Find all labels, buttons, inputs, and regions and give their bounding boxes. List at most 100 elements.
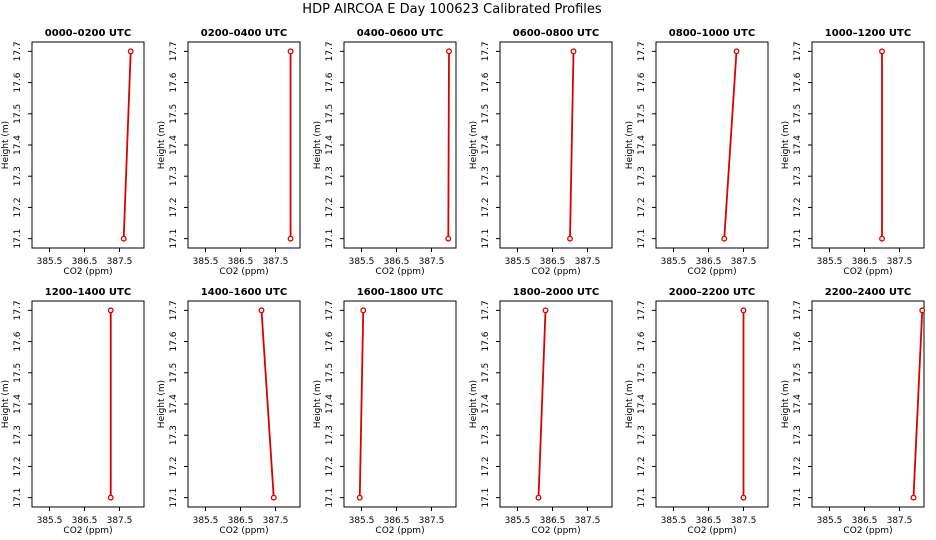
y-axis-label: Height (m) <box>157 380 167 428</box>
y-tick-label: 17.4 <box>325 135 335 155</box>
y-tick-label: 17.6 <box>637 72 647 92</box>
y-tick-label: 17.3 <box>13 425 23 445</box>
x-axis-label: CO2 (ppm) <box>687 267 736 277</box>
y-tick-label: 17.5 <box>13 104 23 124</box>
y-tick-label: 17.3 <box>793 166 803 186</box>
y-tick-label: 17.2 <box>793 197 803 217</box>
y-tick-label: 17.3 <box>637 425 647 445</box>
y-tick-label: 17.6 <box>793 331 803 351</box>
y-tick-label: 17.3 <box>169 166 179 186</box>
panel-title: 1000–1200 UTC <box>825 28 911 39</box>
y-tick-label: 17.2 <box>325 197 335 217</box>
data-point <box>287 48 294 55</box>
y-tick-label: 17.7 <box>325 300 335 320</box>
y-tick-label: 17.2 <box>481 456 491 476</box>
data-point <box>258 307 265 314</box>
x-tick-label: 387.5 <box>887 516 913 526</box>
data-point <box>879 48 885 55</box>
data-point <box>127 48 134 55</box>
x-tick-label: 386.5 <box>228 257 254 267</box>
x-axis-label: CO2 (ppm) <box>219 526 268 536</box>
plot-frame <box>499 41 613 249</box>
y-tick-label: 17.2 <box>13 197 23 217</box>
plot-frame <box>655 300 769 508</box>
x-axis-label: CO2 (ppm) <box>843 267 892 277</box>
data-point <box>919 307 926 314</box>
y-axis-label: Height (m) <box>469 380 479 428</box>
x-tick-label: 386.5 <box>384 257 410 267</box>
x-tick-label: 385.5 <box>817 516 843 526</box>
y-tick-label: 17.5 <box>481 363 491 383</box>
x-tick-label: 386.5 <box>72 516 98 526</box>
panel-title: 2000–2200 UTC <box>669 287 755 298</box>
y-axis-label: Height (m) <box>313 121 323 169</box>
y-tick-label: 17.6 <box>325 72 335 92</box>
y-axis-label: Height (m) <box>625 121 635 169</box>
x-tick-label: 385.5 <box>505 257 531 267</box>
x-tick-label: 385.5 <box>349 516 375 526</box>
data-point <box>740 307 747 314</box>
profile-line <box>260 310 275 498</box>
y-tick-label: 17.4 <box>169 394 179 414</box>
y-tick-label: 17.5 <box>13 363 23 383</box>
data-point <box>446 48 452 55</box>
y-axis-label: Height (m) <box>1 121 11 169</box>
y-tick-label: 17.1 <box>793 488 803 508</box>
y-tick-label: 17.5 <box>169 104 179 124</box>
y-tick-label: 17.2 <box>637 456 647 476</box>
y-tick-label: 17.7 <box>13 300 23 320</box>
y-tick-label: 17.3 <box>793 425 803 445</box>
y-tick-label: 17.1 <box>325 229 335 249</box>
y-tick-label: 17.6 <box>481 72 491 92</box>
y-tick-label: 17.7 <box>637 41 647 61</box>
y-tick-label: 17.6 <box>325 331 335 351</box>
x-tick-label: 386.5 <box>228 516 254 526</box>
x-axis-label: CO2 (ppm) <box>687 526 736 536</box>
x-tick-label: 386.5 <box>696 516 722 526</box>
x-tick-label: 385.5 <box>37 516 63 526</box>
y-tick-label: 17.5 <box>637 104 647 124</box>
x-tick-label: 387.5 <box>263 516 289 526</box>
y-tick-label: 17.4 <box>793 135 803 155</box>
x-tick-label: 385.5 <box>37 257 63 267</box>
y-tick-label: 17.2 <box>481 197 491 217</box>
data-point <box>542 307 549 314</box>
y-tick-label: 17.4 <box>481 135 491 155</box>
x-tick-label: 387.5 <box>419 257 445 267</box>
x-axis-label: CO2 (ppm) <box>63 267 112 277</box>
y-tick-label: 17.5 <box>481 104 491 124</box>
y-axis-label: Height (m) <box>157 121 167 169</box>
y-axis-label: Height (m) <box>781 380 791 428</box>
y-tick-label: 17.1 <box>481 488 491 508</box>
x-tick-label: 387.5 <box>107 516 133 526</box>
data-point <box>445 235 452 242</box>
y-tick-label: 17.5 <box>325 104 335 124</box>
y-tick-label: 17.3 <box>481 166 491 186</box>
y-tick-label: 17.6 <box>169 72 179 92</box>
y-tick-label: 17.7 <box>637 300 647 320</box>
y-tick-label: 17.2 <box>169 197 179 217</box>
y-tick-label: 17.7 <box>793 41 803 61</box>
x-tick-label: 385.5 <box>661 516 687 526</box>
figure-title: HDP AIRCOA E Day 100623 Calibrated Profi… <box>302 2 602 17</box>
data-point <box>721 235 728 242</box>
panel-title: 0600–0800 UTC <box>513 28 599 39</box>
y-tick-label: 17.3 <box>169 425 179 445</box>
x-tick-label: 387.5 <box>107 257 133 267</box>
y-tick-label: 17.5 <box>325 363 335 383</box>
data-point <box>535 494 542 501</box>
y-tick-label: 17.1 <box>169 488 179 508</box>
data-point <box>360 307 367 314</box>
profile-line <box>122 51 132 239</box>
y-tick-label: 17.1 <box>637 488 647 508</box>
x-tick-label: 386.5 <box>852 257 878 267</box>
